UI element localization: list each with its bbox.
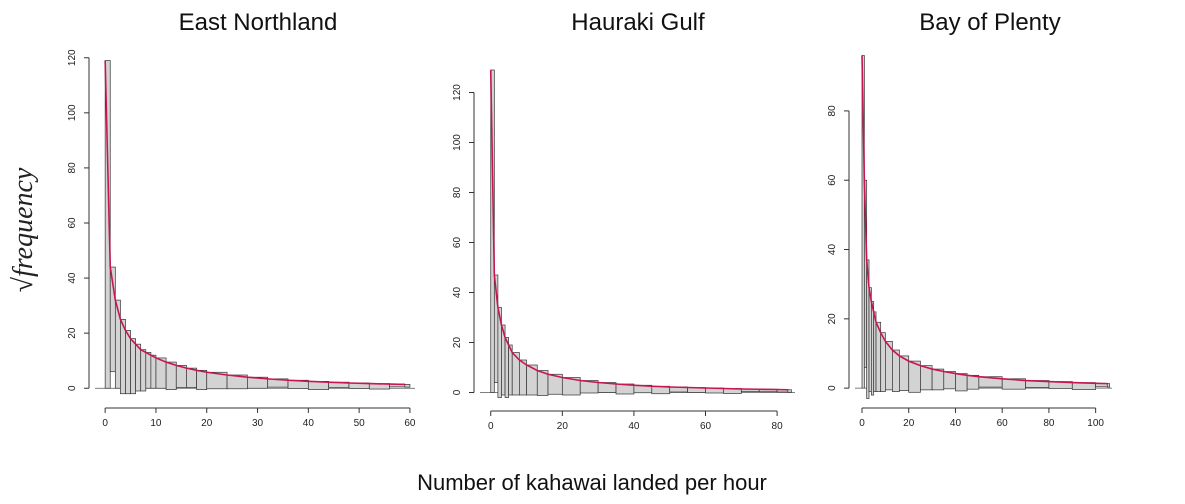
panel-title: Bay of Plenty bbox=[919, 9, 1060, 36]
y-tick-label: 20 bbox=[67, 327, 78, 339]
x-tick-label: 20 bbox=[903, 418, 915, 429]
x-tick-label: 80 bbox=[772, 421, 784, 432]
y-tick-label: 40 bbox=[452, 287, 463, 299]
y-tick-label: 60 bbox=[452, 237, 463, 249]
y-tick-label: 120 bbox=[452, 84, 463, 101]
hanging-bar bbox=[196, 369, 208, 390]
y-tick-label: 0 bbox=[827, 385, 838, 391]
hanging-bar bbox=[125, 330, 131, 395]
fitted-curve bbox=[489, 69, 788, 391]
hanging-bar bbox=[114, 299, 121, 389]
hanging-bar bbox=[150, 354, 157, 389]
hanging-bar bbox=[955, 373, 968, 392]
x-tick-label: 20 bbox=[557, 421, 569, 432]
y-tick-label: 100 bbox=[452, 134, 463, 151]
y-tick-label: 0 bbox=[67, 385, 78, 391]
x-tick-label: 60 bbox=[997, 418, 1009, 429]
x-axis-label: Number of kahawai landed per hour bbox=[417, 470, 767, 495]
hanging-bar bbox=[155, 357, 167, 389]
y-tick-label: 100 bbox=[67, 104, 78, 121]
x-tick-label: 50 bbox=[354, 418, 366, 429]
x-tick-label: 80 bbox=[1043, 418, 1055, 429]
fitted-curve bbox=[104, 60, 405, 386]
y-tick-label: 80 bbox=[452, 187, 463, 199]
hanging-bar bbox=[892, 349, 900, 392]
panel-title: Hauraki Gulf bbox=[571, 9, 705, 36]
y-tick-label: 60 bbox=[67, 217, 78, 229]
hanging-bar bbox=[931, 368, 945, 391]
hanging-bar bbox=[519, 359, 527, 396]
hanging-bar bbox=[873, 311, 877, 392]
hanging-bar bbox=[140, 349, 147, 392]
hanging-bar bbox=[871, 301, 875, 396]
y-tick-label: 0 bbox=[452, 389, 463, 395]
hanging-bar bbox=[175, 365, 187, 388]
y-tick-label: 20 bbox=[827, 313, 838, 325]
fitted-curve bbox=[861, 55, 1108, 385]
x-tick-label: 0 bbox=[859, 418, 865, 429]
x-tick-label: 0 bbox=[102, 418, 108, 429]
hanging-bar bbox=[165, 361, 177, 390]
x-tick-label: 30 bbox=[252, 418, 264, 429]
x-tick-label: 10 bbox=[150, 418, 162, 429]
hanging-bar bbox=[787, 389, 792, 393]
hanging-bar bbox=[130, 338, 136, 395]
y-axis-label: √frequency bbox=[8, 167, 39, 292]
hanging-bar bbox=[966, 374, 980, 390]
hanging-bar bbox=[135, 343, 142, 392]
hanging-bar bbox=[104, 60, 111, 389]
hanging-bar bbox=[943, 371, 956, 390]
hanging-bar bbox=[504, 337, 509, 398]
hanging-bar bbox=[186, 367, 197, 388]
y-tick-label: 60 bbox=[827, 174, 838, 186]
y-tick-label: 20 bbox=[452, 337, 463, 349]
x-tick-label: 0 bbox=[488, 421, 494, 432]
x-tick-label: 40 bbox=[950, 418, 962, 429]
hanging-bar bbox=[404, 384, 411, 388]
x-tick-label: 60 bbox=[700, 421, 712, 432]
hanging-bar bbox=[1106, 383, 1111, 388]
x-tick-label: 40 bbox=[628, 421, 640, 432]
x-tick-label: 40 bbox=[303, 418, 315, 429]
x-tick-label: 100 bbox=[1087, 418, 1104, 429]
y-tick-label: 40 bbox=[67, 272, 78, 284]
panel-title: East Northland bbox=[179, 9, 338, 36]
x-tick-label: 20 bbox=[201, 418, 213, 429]
y-tick-label: 120 bbox=[67, 49, 78, 66]
y-tick-label: 80 bbox=[67, 162, 78, 174]
y-tick-label: 40 bbox=[827, 244, 838, 256]
hanging-bar bbox=[145, 352, 152, 389]
y-tick-label: 80 bbox=[827, 105, 838, 117]
x-tick-label: 60 bbox=[404, 418, 416, 429]
